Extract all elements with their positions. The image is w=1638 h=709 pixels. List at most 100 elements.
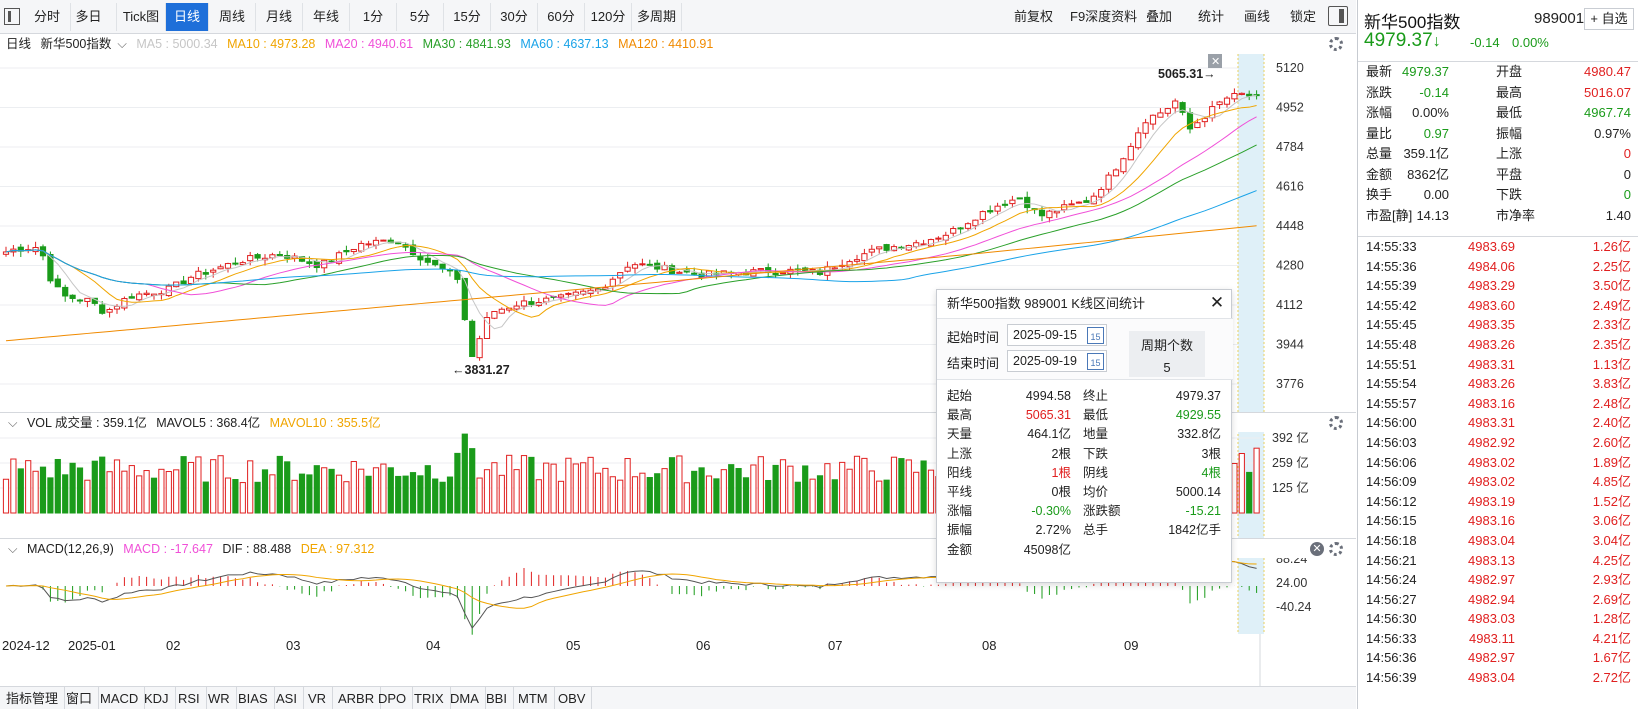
tab-2[interactable]: Tick图 [117, 3, 166, 31]
tick-list[interactable]: 14:55:33 4983.69 1.26亿 14:55:36 4984.06 2.25亿… [1358, 236, 1638, 688]
candle-body [1223, 97, 1231, 105]
tick-time: 14:56:09 [1366, 474, 1417, 490]
indicator-1[interactable]: 窗口 [60, 687, 100, 709]
volume-bar [898, 458, 905, 514]
date-tick: 06 [696, 638, 710, 653]
volume-bar [846, 468, 853, 514]
tab-4[interactable]: 周线 [209, 3, 256, 31]
indicator-6[interactable]: BIAS [232, 687, 275, 709]
chevron-down-icon[interactable]: ⌵ [117, 37, 127, 51]
volume-bar [128, 465, 135, 514]
add-watchlist-button[interactable]: + 自选 [1584, 8, 1634, 30]
candle-body [1149, 114, 1157, 125]
stats-label: 振幅 [947, 523, 973, 538]
candle-body [380, 239, 387, 242]
candle-body [136, 293, 143, 301]
tab-9[interactable]: 15分 [444, 3, 491, 31]
close-icon[interactable]: ✕ [1209, 293, 1225, 312]
volume-bar [469, 448, 476, 514]
toolbar-right-5[interactable]: 锁定 [1290, 9, 1317, 24]
security-title: 新华500指数 [1364, 13, 1461, 32]
indicator-15[interactable]: OBV [552, 687, 593, 709]
volume-bar [284, 461, 291, 514]
volume-bar [291, 479, 298, 514]
settings-gear-icon[interactable] [1329, 37, 1343, 51]
chevron-down-icon[interactable]: ⌵ [8, 542, 18, 556]
end-date-field[interactable]: 2025-09-19 15 [1007, 350, 1107, 372]
indicator-4[interactable]: RSI [172, 687, 207, 709]
indicator-7[interactable]: ASI [270, 687, 304, 709]
tab-1[interactable]: 多日 [71, 3, 117, 31]
tab-6[interactable]: 年线 [303, 3, 350, 31]
volume-bar [76, 467, 84, 514]
tab-10[interactable]: 30分 [491, 3, 538, 31]
tab-8[interactable]: 5分 [397, 3, 444, 31]
indicator-14[interactable]: MTM [512, 687, 555, 709]
volume-bar [809, 478, 816, 514]
candle-body [543, 297, 550, 303]
tab-11[interactable]: 60分 [538, 3, 585, 31]
indicator-3[interactable]: KDJ [138, 687, 176, 709]
indicator-8[interactable]: VR [302, 687, 334, 709]
volume-title: VOL 成交量 : 359.1亿 [26, 416, 147, 430]
stats-value: 332.8亿 [1177, 427, 1221, 442]
stats-value: 1842亿手 [1168, 523, 1221, 538]
volume-bar [173, 469, 180, 514]
tab-13[interactable]: 多周期 [632, 3, 682, 31]
tab-5[interactable]: 月线 [256, 3, 303, 31]
stats-label: 地量 [1083, 427, 1109, 442]
stats-row: 阳线 1根 阴线 4根 [937, 463, 1233, 483]
tab-7[interactable]: 1分 [350, 3, 397, 31]
panel-toggle-icon[interactable] [4, 8, 20, 25]
tab-3[interactable]: 日线 [166, 3, 209, 31]
stats-label: 起始 [947, 389, 973, 403]
ma30-line [5, 144, 1257, 295]
tick-time: 14:56:03 [1366, 434, 1417, 450]
tick-amount: 2.49亿 [1592, 297, 1631, 313]
close-icon[interactable]: ✕ [1310, 542, 1324, 556]
tick-amount: 3.83亿 [1592, 376, 1631, 392]
volume-bar [787, 465, 794, 514]
indicator-12[interactable]: DMA [444, 687, 486, 709]
stats-value: 4979.37 [1175, 389, 1221, 403]
tick-time: 14:56:36 [1366, 650, 1417, 666]
indicator-5[interactable]: WR [202, 687, 237, 709]
toolbar-right-0[interactable]: 前复权 [1014, 9, 1054, 24]
indicator-2[interactable]: MACD [94, 687, 146, 709]
side-panel-toggle-icon[interactable] [1328, 6, 1348, 26]
indicator-9[interactable]: ARBR [332, 687, 382, 709]
start-date-field[interactable]: 2025-09-15 15 [1007, 324, 1107, 346]
calendar-icon[interactable]: 15 [1087, 327, 1104, 344]
quote-row: 涨幅 0.00% 最低 4967.74 [1358, 103, 1638, 124]
quote-row: 金额 8362亿 平盘 0 [1358, 165, 1638, 186]
stats-value: 2根 [1051, 446, 1071, 461]
indicator-13[interactable]: BBI [480, 687, 514, 709]
close-icon[interactable] [1208, 54, 1222, 68]
tick-time: 14:55:45 [1366, 317, 1417, 333]
candle-body [254, 254, 261, 259]
indicator-11[interactable]: TRIX [408, 687, 451, 709]
toolbar-right-2[interactable]: 叠加 [1146, 9, 1173, 24]
indicator-0[interactable]: 指标管理 [0, 687, 66, 709]
tick-price: 4982.97 [1468, 650, 1515, 666]
quote-value: 0 [1623, 146, 1631, 161]
calendar-icon[interactable]: 15 [1087, 353, 1104, 370]
candle-body [609, 278, 616, 287]
legend-name[interactable]: 新华500指数 [40, 37, 112, 51]
tick-time: 14:56:12 [1366, 493, 1417, 509]
tick-row: 14:56:30 4983.03 1.28亿 [1358, 609, 1638, 629]
date-tick: 05 [566, 638, 580, 653]
tab-0[interactable]: 分时 [24, 3, 71, 31]
indicator-10[interactable]: DPO [372, 687, 414, 709]
settings-gear-icon[interactable] [1329, 542, 1343, 556]
settings-gear-icon[interactable] [1329, 416, 1343, 430]
toolbar-right-3[interactable]: 统计 [1198, 9, 1225, 24]
toolbar-right-4[interactable]: 画线 [1244, 9, 1271, 24]
toolbar-right-1[interactable]: F9深度资料 [1070, 9, 1138, 24]
period-value: 5 [1163, 360, 1171, 375]
last-price: 4979.37↓ [1364, 30, 1441, 52]
volume-bar [25, 460, 32, 514]
chevron-down-icon[interactable]: ⌵ [8, 416, 18, 430]
volume-bar [10, 458, 17, 514]
tab-12[interactable]: 120分 [585, 3, 632, 31]
